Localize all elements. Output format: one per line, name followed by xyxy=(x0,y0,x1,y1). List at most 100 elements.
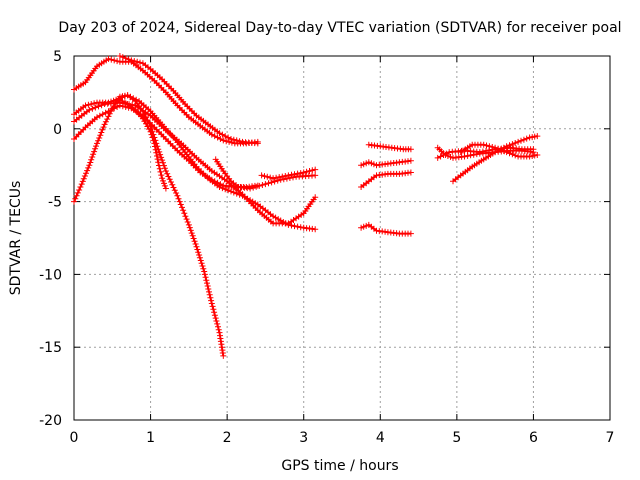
data-point xyxy=(147,122,154,129)
data-point xyxy=(509,141,516,148)
data-point xyxy=(201,268,208,275)
data-point xyxy=(154,153,160,159)
data-point xyxy=(155,159,162,166)
series-line xyxy=(73,104,258,188)
data-point xyxy=(152,146,159,153)
data-point xyxy=(122,55,129,62)
data-point xyxy=(489,144,496,150)
data-point xyxy=(270,175,277,182)
data-point xyxy=(151,140,158,147)
data-point xyxy=(523,135,530,142)
data-point xyxy=(154,156,161,163)
data-point xyxy=(534,133,541,140)
data-point xyxy=(159,157,166,164)
data-point xyxy=(86,106,93,113)
data-point xyxy=(203,277,210,284)
data-point xyxy=(87,159,94,166)
data-point xyxy=(208,176,215,183)
x-tick-label: 2 xyxy=(223,430,232,446)
data-point xyxy=(271,178,278,185)
data-point xyxy=(80,175,87,182)
series-arc-17 xyxy=(457,141,541,160)
data-point xyxy=(193,243,200,250)
data-point xyxy=(158,172,165,179)
data-point xyxy=(72,195,79,202)
data-point xyxy=(261,173,268,180)
data-point xyxy=(99,126,106,133)
data-point xyxy=(407,230,414,237)
data-point xyxy=(213,318,220,324)
data-point xyxy=(256,182,263,189)
data-point xyxy=(161,165,168,172)
data-point xyxy=(461,153,468,160)
data-point xyxy=(220,352,227,359)
data-point xyxy=(101,121,108,128)
data-point xyxy=(84,167,91,174)
data-point xyxy=(77,184,84,190)
data-point xyxy=(85,101,92,108)
data-point xyxy=(157,151,164,158)
data-point xyxy=(164,170,171,177)
data-point xyxy=(183,216,190,223)
data-point xyxy=(214,179,221,186)
data-point xyxy=(273,174,280,181)
x-tick-label: 1 xyxy=(146,430,155,446)
series-arc-7 xyxy=(116,96,169,192)
data-point xyxy=(165,173,172,180)
data-point xyxy=(119,54,126,61)
series-arc-13 xyxy=(365,141,414,153)
data-point xyxy=(105,113,112,120)
data-point xyxy=(128,57,135,64)
data-point xyxy=(131,58,138,65)
data-point xyxy=(150,137,157,144)
data-point xyxy=(209,303,216,310)
data-point xyxy=(312,166,319,173)
chart-title: Day 203 of 2024, Sidereal Day-to-day VTE… xyxy=(58,20,621,36)
data-point xyxy=(95,137,102,144)
data-point xyxy=(358,224,365,231)
data-point xyxy=(201,271,208,278)
data-point xyxy=(407,169,414,176)
data-point xyxy=(206,288,212,295)
data-point xyxy=(98,102,105,109)
data-point xyxy=(483,147,489,154)
data-point xyxy=(153,149,160,156)
x-tick-label: 6 xyxy=(529,430,538,446)
x-tick-label: 0 xyxy=(70,430,79,446)
data-point xyxy=(216,184,223,190)
data-point xyxy=(173,190,180,196)
data-point xyxy=(259,182,266,188)
data-point xyxy=(250,184,257,191)
series-arc-3 xyxy=(116,53,261,147)
data-point xyxy=(196,252,203,258)
data-point xyxy=(208,297,215,304)
data-point xyxy=(206,291,213,298)
data-point xyxy=(92,145,99,152)
data-point xyxy=(92,104,99,111)
y-axis-label: SDTVAR / TECUs xyxy=(8,181,24,296)
data-point xyxy=(312,172,319,179)
data-point xyxy=(94,140,100,147)
series-arc-5 xyxy=(71,102,261,190)
data-point xyxy=(268,179,275,186)
series-arc-6 xyxy=(71,92,227,359)
data-point xyxy=(407,157,414,164)
data-point xyxy=(156,148,163,155)
data-point xyxy=(82,102,89,109)
data-point xyxy=(370,161,377,168)
data-point xyxy=(204,280,210,287)
data-point xyxy=(181,210,188,217)
data-point xyxy=(215,326,222,333)
data-point xyxy=(230,136,237,143)
data-point xyxy=(506,150,513,157)
data-point xyxy=(228,136,234,142)
data-point xyxy=(179,204,185,211)
data-point xyxy=(215,323,221,330)
data-point xyxy=(205,286,212,292)
data-point xyxy=(228,188,234,195)
data-point xyxy=(88,156,95,163)
data-point xyxy=(90,151,97,158)
data-point xyxy=(97,132,104,139)
data-point xyxy=(182,213,189,220)
data-point xyxy=(476,149,483,156)
